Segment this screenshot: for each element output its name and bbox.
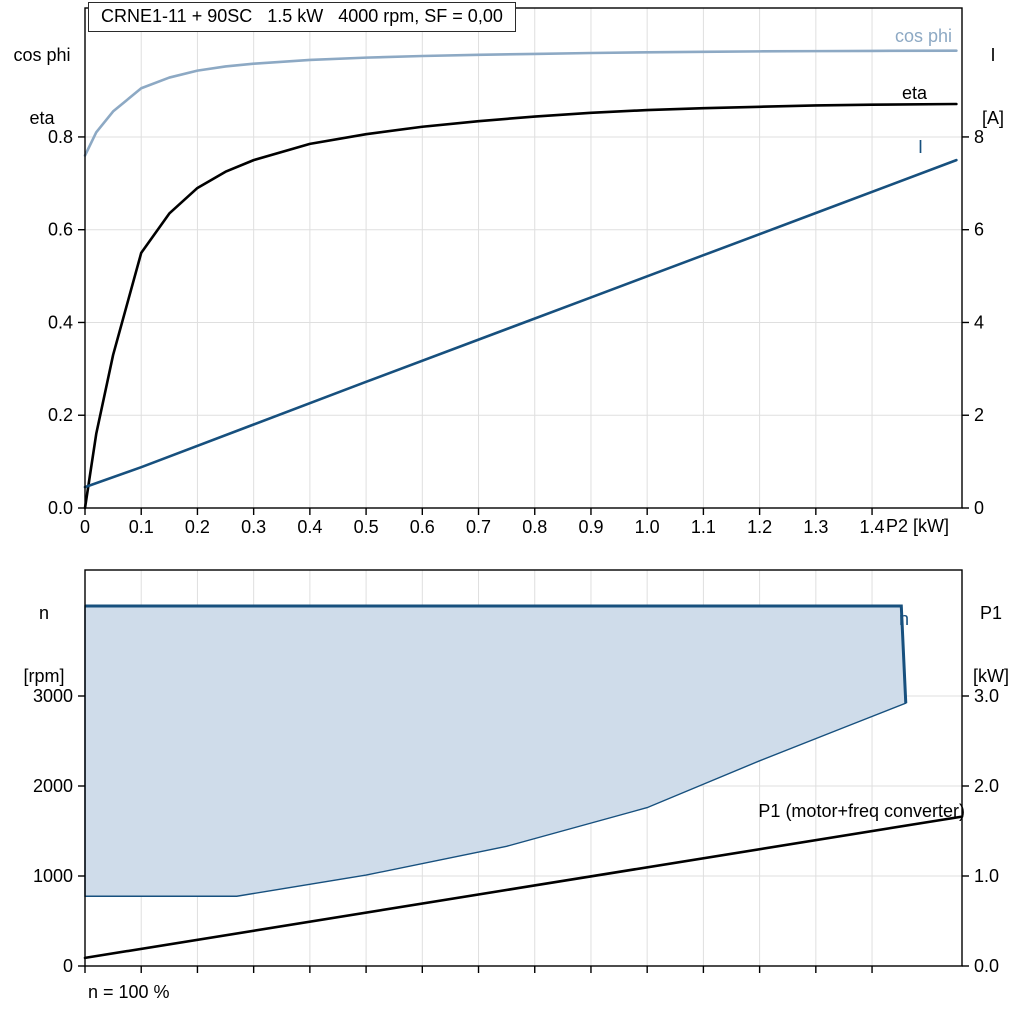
tick-label: 2000 bbox=[33, 776, 73, 796]
tick-label: 0 bbox=[80, 517, 90, 537]
speed-footnote: n = 100 % bbox=[88, 982, 170, 1002]
current-unit-label: [A] bbox=[981, 108, 1004, 128]
plot-frame bbox=[84, 569, 963, 967]
tick-label: 0.5 bbox=[354, 517, 379, 537]
current-curve-label: I bbox=[918, 137, 924, 157]
tick-label: 0.8 bbox=[48, 127, 73, 147]
tick-label: 0 bbox=[63, 956, 73, 976]
tick-label: 2 bbox=[974, 405, 984, 425]
tick-label: 0.4 bbox=[48, 312, 73, 332]
tick-label: 3.0 bbox=[974, 686, 999, 706]
tick-label: 0.0 bbox=[48, 498, 73, 518]
p1-axis-title: P1 [kW] bbox=[962, 561, 1020, 729]
p1-axis-label: P1 bbox=[979, 603, 1003, 623]
curve-cos-phi bbox=[83, 49, 958, 157]
plot-frame bbox=[84, 7, 963, 509]
tick-label: 6 bbox=[974, 220, 984, 240]
current-axis-label: I bbox=[990, 45, 996, 65]
tick-label: 8 bbox=[974, 127, 984, 147]
n-region-top-edge bbox=[85, 604, 908, 704]
cosphi-curve-label: cos phi bbox=[894, 26, 952, 46]
cosphi-axis-label: cos phi bbox=[13, 45, 71, 65]
x-axis-label: P2 [kW] bbox=[886, 516, 950, 536]
tick-label: 0.7 bbox=[466, 517, 491, 537]
curve-p1-motor-freq-converter- bbox=[83, 815, 964, 960]
left-axis-title: cos phi eta bbox=[0, 3, 84, 171]
curve-i bbox=[83, 158, 958, 489]
tick-label: 0.2 bbox=[48, 405, 73, 425]
speed-axis-title: n [rpm] bbox=[4, 561, 84, 729]
tick-label: 0.9 bbox=[578, 517, 603, 537]
tick-label: 1.0 bbox=[635, 517, 660, 537]
tick-label: 0.6 bbox=[48, 220, 73, 240]
tick-label: 0.3 bbox=[241, 517, 266, 537]
tick-label: 0.4 bbox=[297, 517, 322, 537]
tick-label: 0.1 bbox=[129, 517, 154, 537]
right-axis-title: I [A] bbox=[964, 3, 1022, 171]
eta-curve-label: eta bbox=[902, 83, 928, 103]
n-region-label: n bbox=[899, 609, 910, 629]
tick-label: 0.0 bbox=[974, 956, 999, 976]
p1-unit-label: [kW] bbox=[973, 666, 1009, 686]
chart-title: CRNE1-11 + 90SC 1.5 kW 4000 rpm, SF = 0,… bbox=[88, 2, 516, 32]
eta-axis-label: eta bbox=[29, 108, 55, 128]
tick-label: 0.2 bbox=[185, 517, 210, 537]
tick-label: 4 bbox=[974, 312, 984, 332]
tick-label: 1000 bbox=[33, 866, 73, 886]
curve-eta bbox=[83, 102, 958, 510]
tick-label: 1.0 bbox=[974, 866, 999, 886]
tick-label: 1.2 bbox=[747, 517, 772, 537]
tick-label: 1.4 bbox=[860, 517, 885, 537]
n-axis-label: n bbox=[38, 603, 49, 623]
tick-label: 3000 bbox=[33, 686, 73, 706]
tick-label: 1.1 bbox=[691, 517, 716, 537]
tick-label: 0.8 bbox=[522, 517, 547, 537]
tick-label: 0 bbox=[974, 498, 984, 518]
tick-label: 0.6 bbox=[410, 517, 435, 537]
tick-label: 2.0 bbox=[974, 776, 999, 796]
tick-label: 1.3 bbox=[803, 517, 828, 537]
rpm-unit-label: [rpm] bbox=[23, 666, 65, 686]
p1-curve-label: P1 (motor+freq converter) bbox=[758, 801, 965, 821]
n-speed-region bbox=[84, 605, 907, 897]
